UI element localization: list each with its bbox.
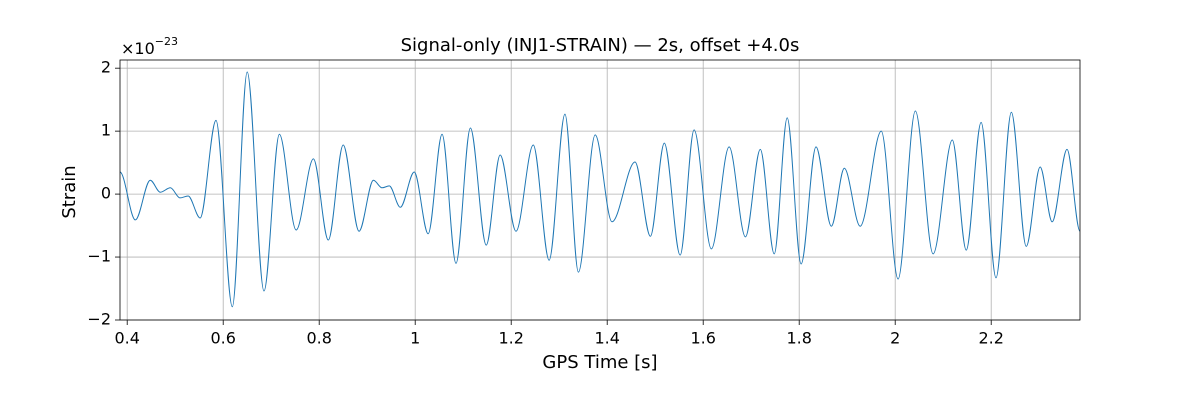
- y-tick-label: −2: [87, 310, 111, 329]
- line-series: [120, 71, 1080, 308]
- offset-exponent: −23: [155, 35, 178, 48]
- x-tick-label: 0.6: [210, 329, 235, 348]
- x-tick-label: 1.2: [498, 329, 523, 348]
- y-tick-label: 1: [101, 121, 111, 140]
- x-tick-label: 0.4: [114, 329, 139, 348]
- plot-frame: [119, 59, 1081, 321]
- offset-text: ×10−23: [121, 35, 178, 58]
- y-axis-label: Strain: [59, 165, 80, 218]
- y-tick-label: 0: [101, 184, 111, 203]
- chart-title: Signal-only (INJ1-STRAIN) — 2s, offset +…: [401, 35, 800, 56]
- x-tick-label: 1.8: [786, 329, 811, 348]
- x-tick-label: 2: [890, 329, 900, 348]
- offset-base: ×10: [121, 39, 155, 58]
- x-tick-label: 1: [410, 329, 420, 348]
- x-tick-label: 1.4: [594, 329, 619, 348]
- x-tick-label: 0.8: [306, 329, 331, 348]
- x-tick-label: 1.6: [690, 329, 715, 348]
- x-axis-label: GPS Time [s]: [542, 352, 657, 373]
- y-tick-label: 2: [101, 58, 111, 77]
- x-tick-label: 2.2: [978, 329, 1003, 348]
- y-tick-label: −1: [87, 247, 111, 266]
